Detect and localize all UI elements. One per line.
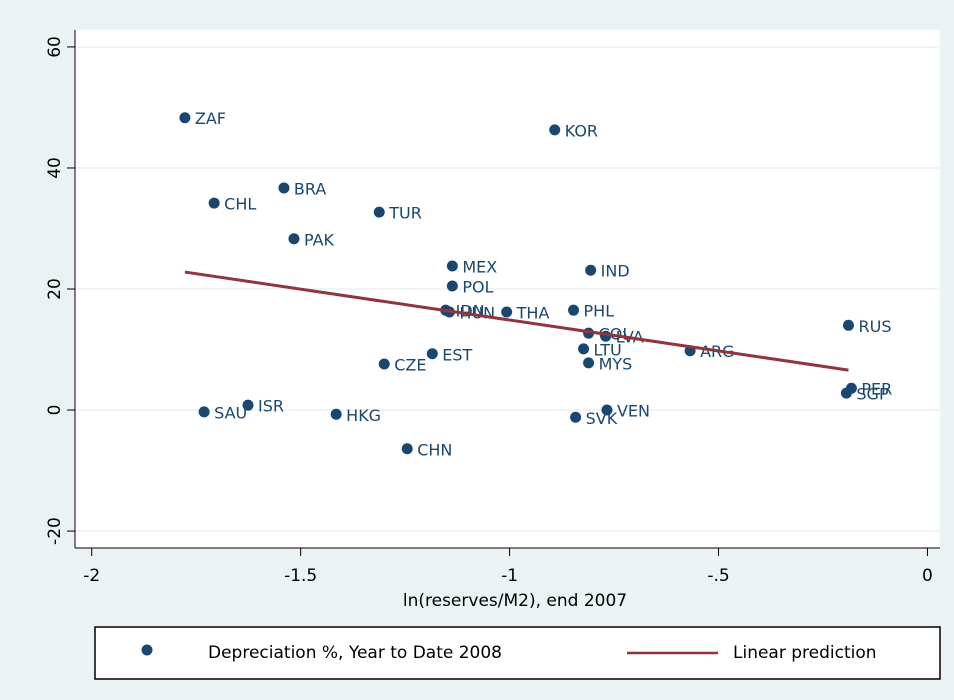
point-label: SGP — [856, 385, 889, 404]
point — [378, 358, 390, 370]
point — [840, 387, 852, 399]
point — [585, 264, 597, 276]
point-label: RUS — [858, 317, 891, 336]
point-label: CHN — [417, 440, 452, 459]
point-label: ZAF — [195, 109, 226, 128]
point-label: MEX — [462, 258, 497, 277]
point — [198, 406, 210, 418]
point-label: CHL — [224, 195, 256, 214]
y-tick-label: -20 — [45, 517, 65, 545]
point-label: POL — [462, 277, 493, 296]
y-tick-label: 40 — [45, 157, 65, 179]
point — [446, 260, 458, 272]
point — [426, 348, 438, 360]
point — [501, 306, 513, 318]
point-label: MYS — [599, 354, 633, 373]
point-label: TUR — [388, 204, 422, 223]
point-label: PHL — [584, 302, 615, 321]
point — [842, 319, 854, 331]
point-label: THA — [516, 303, 550, 322]
point — [373, 206, 385, 218]
point-label: ISR — [258, 397, 284, 416]
point-label: EST — [442, 345, 472, 364]
point — [208, 197, 220, 209]
fit-line — [184, 270, 849, 372]
point — [278, 182, 290, 194]
legend-marker — [141, 644, 153, 656]
point-label: SAU — [214, 403, 247, 422]
x-tick-label: -1.5 — [284, 566, 317, 586]
point — [570, 411, 582, 423]
legend-label: Depreciation %, Year to Date 2008 — [208, 643, 502, 663]
point — [446, 280, 458, 292]
legend — [94, 626, 941, 680]
point-label: PER — [861, 380, 892, 399]
point — [568, 304, 580, 316]
point — [179, 112, 191, 124]
x-axis-label: ln(reserves/M2), end 2007 — [403, 591, 627, 611]
point-label: KOR — [565, 121, 598, 140]
point-label: HKG — [346, 406, 381, 425]
point — [242, 399, 254, 411]
point — [401, 443, 413, 455]
point-label: PAK — [304, 230, 335, 249]
point-label: VEN — [617, 402, 650, 421]
point — [583, 357, 595, 369]
point — [549, 124, 561, 136]
x-tick-label: -1 — [501, 566, 518, 586]
y-tick-label: 0 — [45, 405, 65, 416]
point — [601, 404, 613, 416]
point-label: SVK — [586, 409, 618, 428]
legend-label: Linear prediction — [733, 643, 877, 663]
x-tick-label: 0 — [922, 566, 933, 586]
point-label: LTU — [594, 340, 622, 359]
point-label: IND — [601, 262, 630, 281]
x-tick-label: -.5 — [707, 566, 729, 586]
point — [288, 233, 300, 245]
point-label: BRA — [294, 179, 326, 198]
x-tick-label: -2 — [83, 566, 100, 586]
point — [578, 343, 590, 355]
point-label: CZE — [394, 356, 426, 375]
point — [330, 408, 342, 420]
y-tick-label: 60 — [45, 36, 65, 58]
y-tick-label: 20 — [45, 278, 65, 300]
